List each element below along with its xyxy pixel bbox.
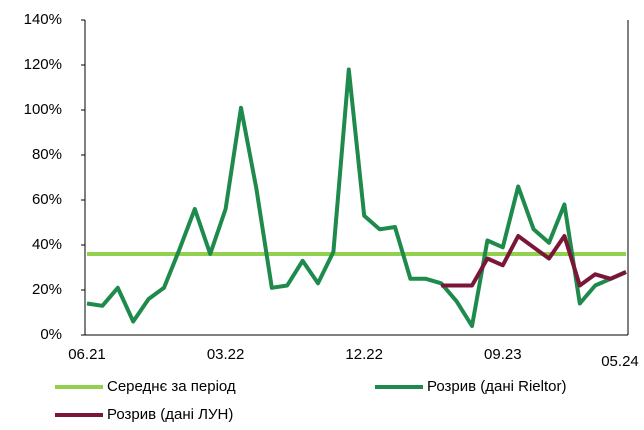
series-line (441, 234, 627, 288)
y-tick-label: 40% (32, 236, 62, 253)
y-tick-label: 140% (24, 11, 62, 28)
x-tick-label: 09.23 (484, 346, 522, 363)
y-tick-label: 0% (40, 326, 62, 343)
legend-label: Розрив (дані ЛУН) (107, 406, 233, 423)
y-tick-label: 80% (32, 146, 62, 163)
x-tick-label: 05.24 (601, 353, 639, 370)
x-tick-label: 12.22 (345, 346, 383, 363)
legend-label: Середнє за період (107, 378, 236, 395)
series-line (86, 67, 627, 328)
x-tick-label: 06.21 (68, 346, 106, 363)
y-tick-label: 20% (32, 281, 62, 298)
y-tick-label: 100% (24, 101, 62, 118)
legend-label: Розрив (дані Rieltor) (427, 378, 566, 395)
y-tick-label: 60% (32, 191, 62, 208)
y-tick-label: 120% (24, 56, 62, 73)
x-tick-label: 03.22 (207, 346, 245, 363)
